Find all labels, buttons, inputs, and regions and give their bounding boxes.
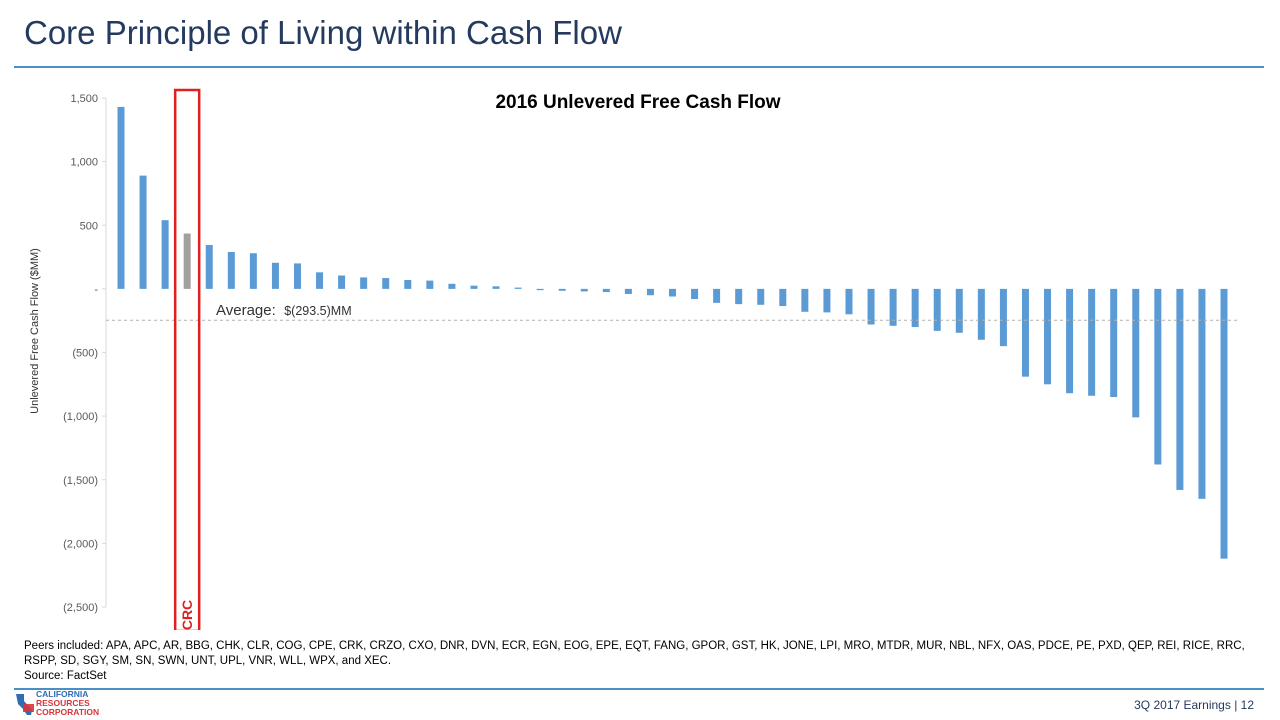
bar <box>1021 288 1029 377</box>
bar <box>492 286 500 289</box>
y-tick-label: 1,000 <box>70 157 98 169</box>
bar <box>227 251 235 289</box>
bar <box>382 278 390 289</box>
bar <box>1044 288 1052 385</box>
bar <box>1176 288 1184 490</box>
bar <box>801 288 809 312</box>
california-resources-logo <box>16 694 34 715</box>
source-note: Source: FactSet <box>24 670 107 682</box>
bar <box>1066 288 1074 394</box>
peers-note: Peers included: APA, APC, AR, BBG, CHK, … <box>24 640 1245 667</box>
y-tick-label: - <box>94 284 98 296</box>
bar <box>205 244 213 289</box>
y-tick-label: 500 <box>80 220 98 232</box>
average-label-prefix: Average: <box>216 302 276 319</box>
average-label-value: $(293.5)MM <box>284 304 351 318</box>
bar <box>889 288 897 326</box>
footnote: Peers included: APA, APC, AR, BBG, CHK, … <box>24 639 1264 684</box>
bar <box>117 106 125 289</box>
y-tick-label: (1,000) <box>63 411 98 423</box>
y-tick-label: 1,500 <box>70 93 98 105</box>
y-tick-label: (2,500) <box>63 602 98 614</box>
bar <box>602 288 610 293</box>
bar <box>426 280 434 289</box>
bar <box>249 253 257 289</box>
bar <box>911 288 919 328</box>
bar <box>1110 288 1118 398</box>
logo-line-3: CORPORATION <box>36 707 100 717</box>
bar <box>779 288 787 307</box>
bar <box>1220 288 1228 559</box>
logo-line-1: CALIFORNIA <box>36 689 89 699</box>
bar <box>139 175 147 289</box>
bar <box>933 288 941 331</box>
logo-line-2: RESOURCES <box>36 698 90 708</box>
footer-divider <box>14 688 1264 690</box>
bar-crc <box>183 233 191 289</box>
bar <box>669 288 676 297</box>
bar <box>1198 288 1206 499</box>
y-tick-label: (1,500) <box>63 475 98 487</box>
crc-label: CRC <box>179 600 195 630</box>
bar <box>558 288 566 291</box>
bar <box>735 288 743 305</box>
bar <box>646 288 654 296</box>
bar <box>271 262 279 289</box>
bar <box>161 220 169 289</box>
page-footer: 3Q 2017 Earnings | 12 <box>1134 698 1254 712</box>
cash-flow-bar-chart: 2016 Unlevered Free Cash Flow Unlevered … <box>29 88 1240 630</box>
bar <box>580 288 588 292</box>
bar <box>845 288 853 315</box>
bar <box>713 288 721 303</box>
bar <box>1154 288 1162 465</box>
bar <box>757 288 765 305</box>
y-axis-label: Unlevered Free Cash Flow ($MM) <box>29 248 41 414</box>
chart-title: 2016 Unlevered Free Cash Flow <box>495 92 780 113</box>
bar <box>955 288 963 333</box>
y-tick-label: (2,000) <box>63 538 98 550</box>
bar <box>316 272 324 289</box>
bar <box>999 288 1007 347</box>
bar <box>1088 288 1096 396</box>
bar <box>536 288 544 291</box>
bar <box>691 288 699 300</box>
bar <box>514 287 522 289</box>
bar <box>624 288 632 294</box>
slide-title: Core Principle of Living within Cash Flo… <box>24 14 622 51</box>
title-divider <box>14 66 1264 68</box>
bar <box>977 288 985 340</box>
bar <box>1132 288 1140 418</box>
bar <box>293 263 301 289</box>
bar <box>360 277 368 289</box>
y-tick-label: (500) <box>72 348 98 360</box>
bar <box>470 285 478 289</box>
crc-highlight-box <box>173 88 201 630</box>
bar <box>448 283 456 289</box>
bar <box>404 279 412 289</box>
logo-wordmark: CALIFORNIA RESOURCES CORPORATION <box>36 690 99 717</box>
bar <box>338 275 346 289</box>
bar <box>867 288 875 325</box>
average-label: Average: $(293.5)MM <box>216 302 352 319</box>
bar <box>823 288 831 313</box>
